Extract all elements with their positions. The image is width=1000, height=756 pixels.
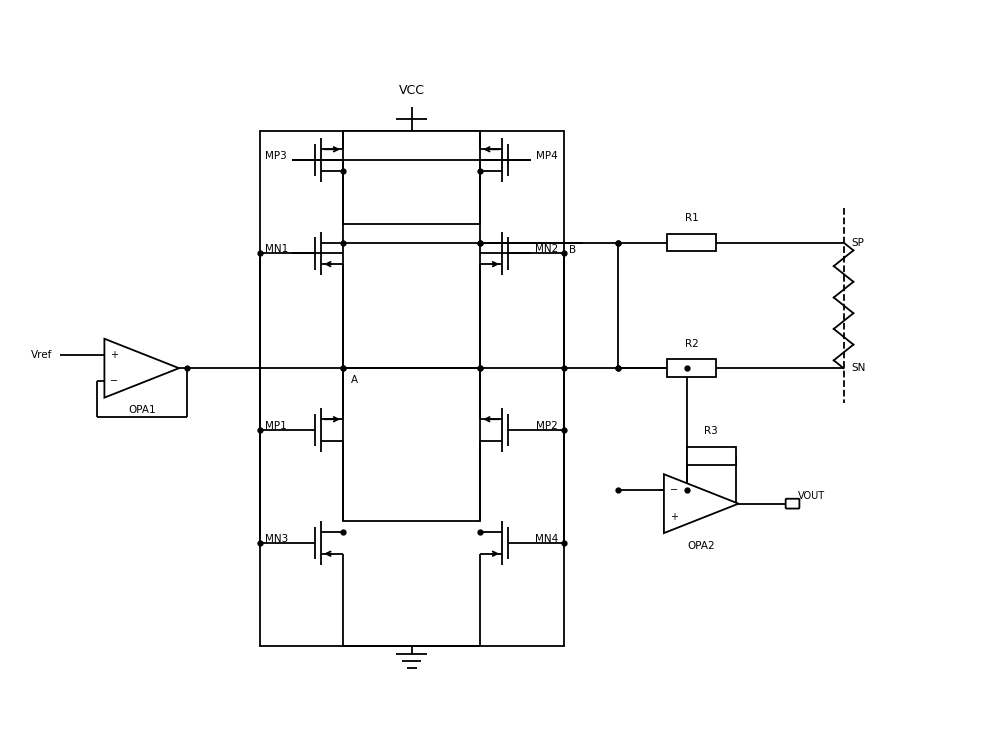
- Text: R2: R2: [685, 339, 698, 349]
- Bar: [343, 243, 480, 368]
- Text: R1: R1: [685, 213, 698, 223]
- Text: MN2: MN2: [535, 244, 559, 255]
- Bar: [687, 448, 736, 465]
- Polygon shape: [104, 339, 179, 398]
- FancyBboxPatch shape: [786, 499, 799, 509]
- Text: VOUT: VOUT: [797, 491, 825, 500]
- Text: MP2: MP2: [536, 421, 558, 431]
- Text: SN: SN: [851, 363, 866, 373]
- Text: VCC: VCC: [399, 84, 425, 98]
- Polygon shape: [664, 474, 739, 533]
- Bar: [667, 234, 716, 251]
- Text: MN1: MN1: [265, 244, 288, 255]
- Text: Vref: Vref: [31, 350, 52, 360]
- Text: +: +: [670, 512, 678, 522]
- Text: R3: R3: [704, 426, 718, 436]
- Bar: [343, 368, 480, 522]
- Text: MP1: MP1: [265, 421, 287, 431]
- Text: MP3: MP3: [265, 151, 287, 161]
- Bar: [343, 131, 480, 224]
- Text: MN3: MN3: [265, 534, 288, 544]
- Text: B: B: [569, 246, 576, 256]
- Bar: [667, 359, 716, 377]
- Text: SP: SP: [851, 237, 864, 247]
- Text: OPA1: OPA1: [128, 405, 156, 415]
- Text: +: +: [110, 350, 118, 360]
- Text: A: A: [351, 375, 358, 385]
- Text: −: −: [110, 376, 118, 386]
- Text: MN4: MN4: [535, 534, 559, 544]
- Text: MP4: MP4: [536, 151, 558, 161]
- Text: OPA2: OPA2: [687, 541, 715, 551]
- Text: −: −: [670, 485, 678, 495]
- Bar: [260, 131, 564, 646]
